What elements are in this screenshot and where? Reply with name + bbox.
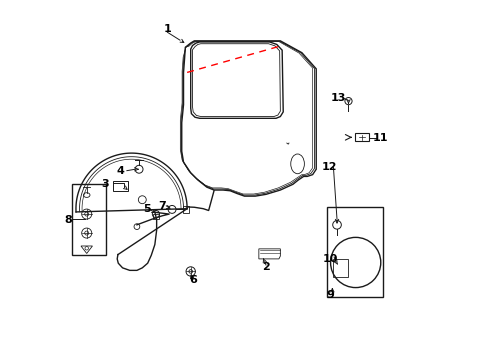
Bar (354, 134, 368, 141)
Text: 10: 10 (322, 254, 338, 264)
Text: 13: 13 (330, 93, 346, 103)
Text: 5: 5 (143, 204, 150, 215)
Text: 2: 2 (262, 262, 269, 272)
Text: 6: 6 (188, 275, 196, 285)
Bar (112, 181, 127, 192)
Text: 12: 12 (321, 162, 337, 172)
Text: 11: 11 (371, 133, 387, 143)
Text: 1: 1 (163, 24, 171, 35)
Text: 9: 9 (326, 291, 334, 301)
Bar (332, 259, 347, 277)
Text: 4: 4 (117, 166, 124, 176)
Bar (152, 214, 159, 219)
Text: 8: 8 (64, 215, 72, 225)
Text: 3: 3 (101, 179, 108, 189)
Bar (183, 206, 188, 213)
Bar (326, 207, 382, 297)
Bar (72, 184, 106, 255)
Text: 7: 7 (158, 201, 165, 211)
